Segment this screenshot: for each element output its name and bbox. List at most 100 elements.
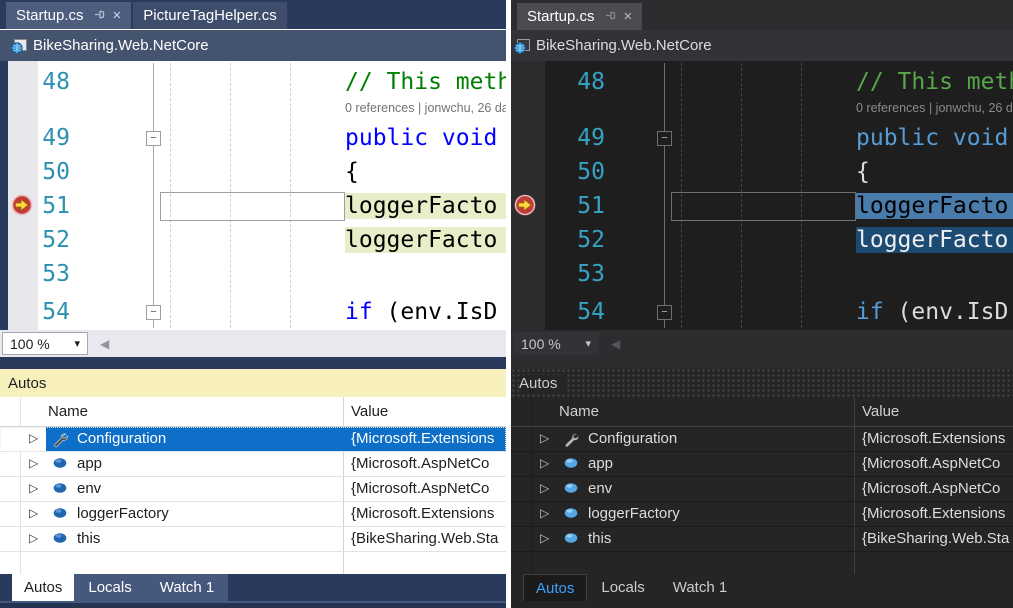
field-sphere-icon xyxy=(52,456,68,470)
line-number: 52 xyxy=(577,227,605,253)
codelens-line[interactable]: 0 references | jonwchu, 26 days ag xyxy=(0,101,506,131)
tab-watch-1[interactable]: Watch 1 xyxy=(672,579,728,596)
collapse-minus-glyph: − xyxy=(150,306,157,318)
keyword: if xyxy=(856,299,884,325)
outlining-margin-line xyxy=(664,63,665,328)
field-sphere-icon xyxy=(52,506,68,520)
variable-value: {BikeSharing.Web.Sta xyxy=(862,530,1010,547)
code-text: // This method xyxy=(345,69,506,95)
project-navigation-bar[interactable]: BikeSharing.Web.NetCore xyxy=(511,30,1013,61)
collapse-region-button[interactable]: − xyxy=(657,131,672,146)
variable-name: loggerFactory xyxy=(77,505,169,522)
web-project-icon xyxy=(513,37,531,55)
window-bottom-border xyxy=(511,601,1013,608)
code-line: 53 xyxy=(511,261,1013,291)
variable-row[interactable]: ▷ env {Microsoft.AspNetCo xyxy=(0,477,506,502)
line-number: 54 xyxy=(42,299,70,325)
project-navigation-bar[interactable]: BikeSharing.Web.NetCore xyxy=(0,30,506,61)
variable-row[interactable]: ▷ loggerFactory {Microsoft.Extensions xyxy=(0,502,506,527)
collapse-region-button[interactable]: − xyxy=(146,131,161,146)
debug-panel-tab-bar: Autos Locals Watch 1 xyxy=(0,574,506,601)
close-icon[interactable]: × xyxy=(623,8,633,25)
column-header-value[interactable]: Value xyxy=(862,403,900,420)
tab-locals[interactable]: Locals xyxy=(88,579,132,596)
expand-triangle-icon[interactable]: ▷ xyxy=(540,506,550,520)
expand-triangle-icon[interactable]: ▷ xyxy=(540,431,550,445)
variable-row[interactable]: ▷ Configuration {Microsoft.Extensions xyxy=(511,427,1013,452)
column-header-value[interactable]: Value xyxy=(351,403,389,420)
variable-name: loggerFactory xyxy=(588,505,680,522)
column-separator[interactable] xyxy=(343,397,344,574)
highlighted-code-text: loggerFacto xyxy=(856,193,1013,219)
tab-autos[interactable]: Autos xyxy=(12,574,75,601)
code-line: 48 // This method xyxy=(511,69,1013,99)
close-icon[interactable]: × xyxy=(112,7,122,24)
variable-name: Configuration xyxy=(588,430,678,447)
variable-row[interactable]: ▷ Configuration {Microsoft.Extensions xyxy=(0,427,506,452)
breakpoint-current-line-icon[interactable] xyxy=(514,194,536,216)
code-editor[interactable]: 48 // This method 0 references | jonwchu… xyxy=(511,61,1013,330)
web-project-icon xyxy=(10,37,28,55)
expand-triangle-icon[interactable]: ▷ xyxy=(540,456,550,470)
zoom-level-dropdown[interactable]: 100 % ▾ xyxy=(2,332,88,355)
indent-guide xyxy=(741,63,742,328)
tab-autos[interactable]: Autos xyxy=(523,574,588,601)
collapse-region-button[interactable]: − xyxy=(657,305,672,320)
expand-triangle-icon[interactable]: ▷ xyxy=(29,506,39,520)
code-line: 49 − public void Con xyxy=(511,125,1013,155)
tab-locals[interactable]: Locals xyxy=(601,579,645,596)
table-gutter-line xyxy=(20,397,21,574)
tab-startup-cs[interactable]: Startup.cs × xyxy=(517,3,643,30)
expand-triangle-icon[interactable]: ▷ xyxy=(29,531,39,545)
variable-row[interactable]: ▷ app {Microsoft.AspNetCo xyxy=(0,452,506,477)
codelens-line[interactable]: 0 references | jonwchu, 26 days ag xyxy=(511,101,1013,131)
codelens-text[interactable]: 0 references | jonwchu, 26 days ag xyxy=(856,101,1013,115)
indent-guide xyxy=(230,63,231,328)
pin-icon[interactable] xyxy=(94,7,105,24)
expand-triangle-icon[interactable]: ▷ xyxy=(540,531,550,545)
field-sphere-icon xyxy=(563,456,579,470)
column-header-name[interactable]: Name xyxy=(48,403,89,420)
chevron-down-icon: ▾ xyxy=(74,338,80,350)
tab-watch-1[interactable]: Watch 1 xyxy=(159,579,215,596)
tab-label: Startup.cs xyxy=(527,8,595,25)
line-number: 51 xyxy=(42,193,70,219)
inactive-panel-tabs: Locals Watch 1 xyxy=(74,574,229,601)
line-number: 49 xyxy=(577,125,605,151)
code-line: 49 − public void Con xyxy=(0,125,506,155)
pin-icon[interactable] xyxy=(605,8,616,25)
code-editor[interactable]: 48 // This method 0 references | jonwchu… xyxy=(0,61,506,330)
scroll-left-arrow[interactable]: ◀ xyxy=(611,336,621,351)
variable-row[interactable]: ▷ this {BikeSharing.Web.Sta xyxy=(0,527,506,552)
code-line: 54 − if (env.IsD xyxy=(0,299,506,329)
codelens-text[interactable]: 0 references | jonwchu, 26 days ag xyxy=(345,101,506,115)
variable-row[interactable]: ▷ app {Microsoft.AspNetCo xyxy=(511,452,1013,477)
line-number: 53 xyxy=(577,261,605,287)
expand-triangle-icon[interactable]: ▷ xyxy=(540,481,550,495)
variable-name: this xyxy=(588,530,612,547)
breakpoint-current-line-icon[interactable] xyxy=(11,194,33,216)
variable-value: {Microsoft.AspNetCo xyxy=(351,480,490,497)
column-header-name[interactable]: Name xyxy=(559,403,600,420)
line-number: 48 xyxy=(577,69,605,95)
zoom-level-dropdown[interactable]: 100 % ▾ xyxy=(513,332,599,355)
indent-guide xyxy=(801,63,802,328)
variable-row[interactable]: ▷ env {Microsoft.AspNetCo xyxy=(511,477,1013,502)
tab-picturetaghelper-cs[interactable]: PictureTagHelper.cs xyxy=(133,2,287,29)
collapse-region-button[interactable]: − xyxy=(146,305,161,320)
tab-label: Startup.cs xyxy=(16,7,84,24)
variable-row[interactable]: ▷ this {BikeSharing.Web.Sta xyxy=(511,527,1013,552)
expand-triangle-icon[interactable]: ▷ xyxy=(29,456,39,470)
expand-triangle-icon[interactable]: ▷ xyxy=(29,481,39,495)
variable-value: {Microsoft.AspNetCo xyxy=(351,455,490,472)
code-line: 54 − if (env.IsD xyxy=(511,299,1013,329)
column-separator[interactable] xyxy=(854,397,855,574)
scroll-left-arrow[interactable]: ◀ xyxy=(100,336,110,351)
variable-name: this xyxy=(77,530,101,547)
expand-triangle-icon[interactable]: ▷ xyxy=(29,431,39,445)
document-tab-bar: Startup.cs × PictureTagHelper.cs xyxy=(0,0,506,30)
tab-startup-cs[interactable]: Startup.cs × xyxy=(6,2,132,29)
variable-row[interactable]: ▷ loggerFactory {Microsoft.Extensions xyxy=(511,502,1013,527)
highlighted-code-text: loggerFacto xyxy=(345,193,506,219)
code-line: 52 loggerFacto xyxy=(511,227,1013,257)
